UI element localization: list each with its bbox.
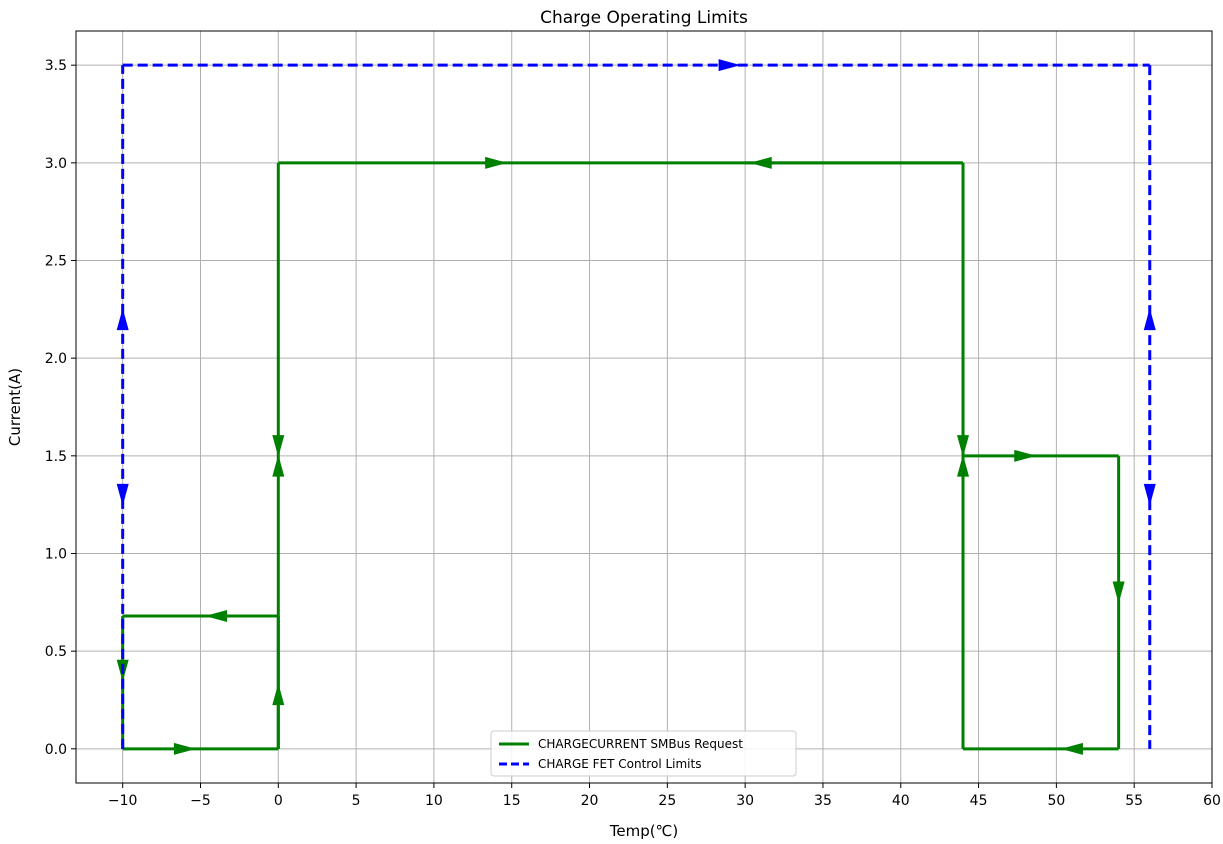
- x-tick-label-7: 25: [658, 793, 676, 809]
- series-1: [116, 59, 1156, 749]
- legend-label-1: CHARGE FET Control Limits: [538, 757, 701, 771]
- x-tick-label-2: 0: [274, 793, 283, 809]
- series-0-arrow-1: [272, 683, 285, 706]
- chart-title: Charge Operating Limits: [540, 8, 748, 28]
- series-1-arrow-2: [718, 59, 741, 72]
- series-0-arrow-10: [1014, 449, 1037, 462]
- plot-frame: [75, 30, 1213, 784]
- legend-label-0: CHARGECURRENT SMBus Request: [538, 737, 743, 751]
- y-tick-label-5: 2.5: [45, 254, 67, 270]
- y-axis-label: Current(A): [6, 368, 24, 446]
- series-1-arrow-3: [1143, 308, 1156, 331]
- y-tick-label-2: 1.0: [45, 546, 67, 562]
- series-layer: [116, 59, 1156, 755]
- x-axis-label: Temp(℃): [609, 822, 679, 840]
- y-tick-label-0: 0.0: [45, 742, 67, 758]
- series-0-arrow-2: [272, 454, 285, 477]
- series-1-arrow-1: [116, 483, 129, 506]
- series-0-arrow-0: [173, 742, 196, 755]
- series-0-arrow-9: [957, 454, 970, 477]
- y-axis-ticks: 0.0 0.5 1.0 1.5 2.0 2.5 3.0 3.5: [45, 58, 76, 758]
- x-tick-label-10: 40: [892, 793, 910, 809]
- x-tick-label-1: −5: [190, 793, 211, 809]
- x-tick-label-12: 50: [1047, 793, 1065, 809]
- series-1-arrow-4: [1143, 483, 1156, 506]
- x-tick-label-6: 20: [581, 793, 599, 809]
- x-tick-label-14: 60: [1203, 793, 1221, 809]
- series-1-arrow-0: [116, 308, 129, 331]
- y-tick-label-3: 1.5: [45, 449, 67, 465]
- x-tick-label-13: 55: [1125, 793, 1143, 809]
- series-0-arrow-3: [272, 435, 285, 458]
- x-tick-label-9: 35: [814, 793, 832, 809]
- legend-box: [490, 730, 797, 777]
- y-tick-label-6: 3.0: [45, 156, 67, 172]
- x-tick-label-11: 45: [970, 793, 988, 809]
- x-tick-label-5: 15: [503, 793, 521, 809]
- grid-lines: [76, 31, 1213, 783]
- series-0-arrow-11: [1112, 581, 1125, 604]
- series-0: [116, 156, 1125, 755]
- series-0-arrow-8: [957, 435, 970, 458]
- y-tick-label-4: 2.0: [45, 351, 67, 367]
- y-tick-label-7: 3.5: [45, 58, 67, 74]
- series-0-arrow-7: [749, 156, 772, 169]
- x-axis-ticks: −10 −5 0 5 10 15 20 25 30 35 40 45 50 55 60: [108, 783, 1221, 809]
- x-tick-label-3: 5: [352, 793, 361, 809]
- y-tick-label-1: 0.5: [45, 644, 67, 660]
- series-0-arrow-12: [1060, 742, 1083, 755]
- series-0-arrow-4: [205, 609, 228, 622]
- x-tick-label-8: 30: [736, 793, 754, 809]
- x-tick-label-0: −10: [108, 793, 138, 809]
- x-tick-label-4: 10: [425, 793, 443, 809]
- series-0-arrow-6: [485, 156, 508, 169]
- legend: CHARGECURRENT SMBus Request CHARGE FET Co…: [490, 730, 797, 777]
